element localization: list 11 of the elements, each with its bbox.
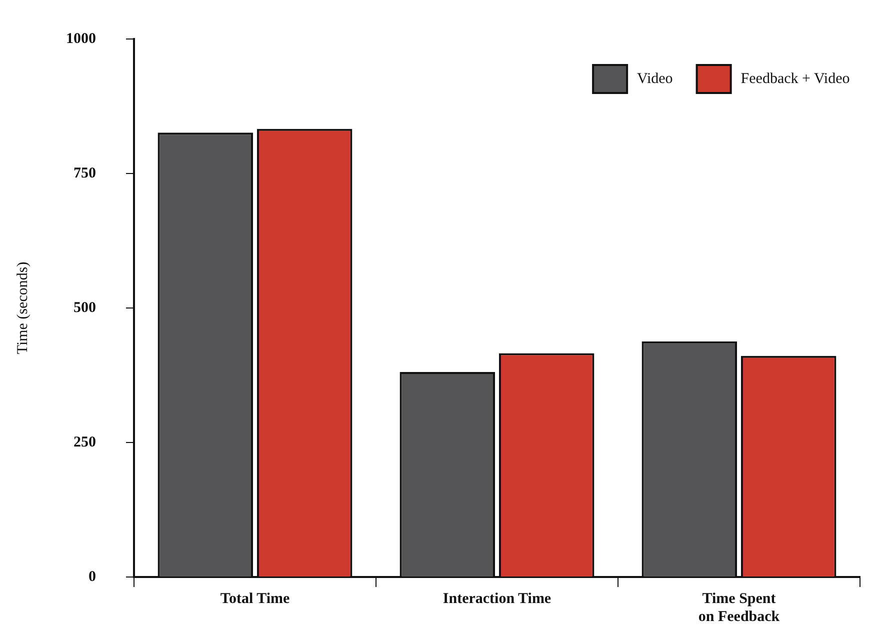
y-tick-label: 750 (74, 165, 96, 182)
x-tick-label: Interaction Time (442, 590, 552, 607)
y-tick-label: 0 (88, 568, 96, 585)
y-tick-label: 500 (74, 300, 96, 316)
legend-label: Feedback + Video (740, 70, 850, 87)
x-tick-label: Time Spent on Feedback (698, 590, 780, 625)
legend-label: Video (637, 70, 673, 87)
y-tick-label: 1000 (66, 30, 96, 47)
y-tick-label: 250 (74, 434, 96, 450)
y-axis-title: Time (seconds) (14, 262, 31, 354)
x-tick-label: Total Time (220, 590, 290, 607)
